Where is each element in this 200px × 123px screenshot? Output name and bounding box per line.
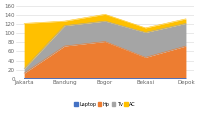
Legend: Laptop, Hp, Tv, AC: Laptop, Hp, Tv, AC [72, 100, 138, 109]
